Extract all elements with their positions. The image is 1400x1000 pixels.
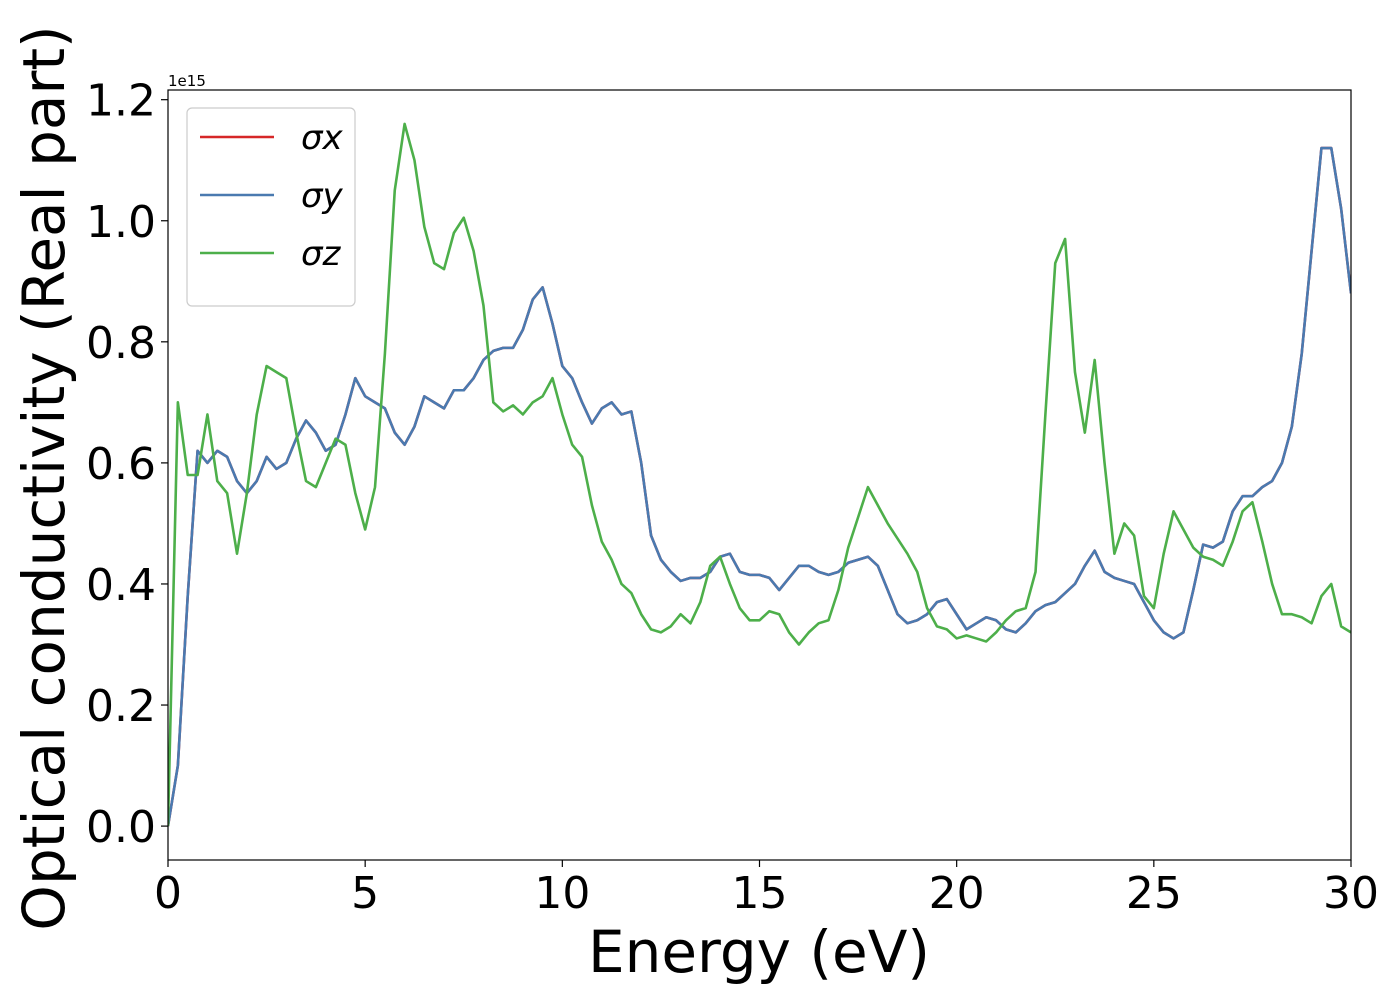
y-tick-label: 1.0 bbox=[86, 197, 156, 248]
legend-label: σx bbox=[301, 118, 344, 158]
x-tick-label: 5 bbox=[351, 868, 379, 919]
y-tick-label: 0.2 bbox=[86, 681, 156, 732]
plot-frame bbox=[167, 89, 1352, 861]
x-tick-label: 10 bbox=[534, 868, 590, 919]
x-tick-label: 20 bbox=[929, 868, 985, 919]
legend-box bbox=[186, 107, 356, 307]
x-tick-label: 30 bbox=[1323, 868, 1379, 919]
x-tick-label: 25 bbox=[1126, 868, 1182, 919]
y-offset-label: 1e15 bbox=[168, 72, 206, 90]
y-tick-label: 0.0 bbox=[86, 802, 156, 853]
legend-label: σz bbox=[301, 234, 342, 274]
x-tick-label: 0 bbox=[154, 868, 182, 919]
y-tick-label: 0.6 bbox=[86, 439, 156, 490]
x-axis-label: Energy (eV) bbox=[588, 918, 930, 986]
series-line bbox=[168, 146, 1351, 827]
legend-label: σy bbox=[301, 176, 344, 216]
series-line bbox=[168, 122, 1351, 827]
x-tick-label: 15 bbox=[732, 868, 788, 919]
y-tick-label: 0.8 bbox=[86, 318, 156, 369]
y-axis-label: Optical conductivity (Real part) bbox=[10, 25, 78, 930]
y-tick-label: 0.4 bbox=[86, 560, 156, 611]
y-tick-label: 1.2 bbox=[86, 76, 156, 127]
